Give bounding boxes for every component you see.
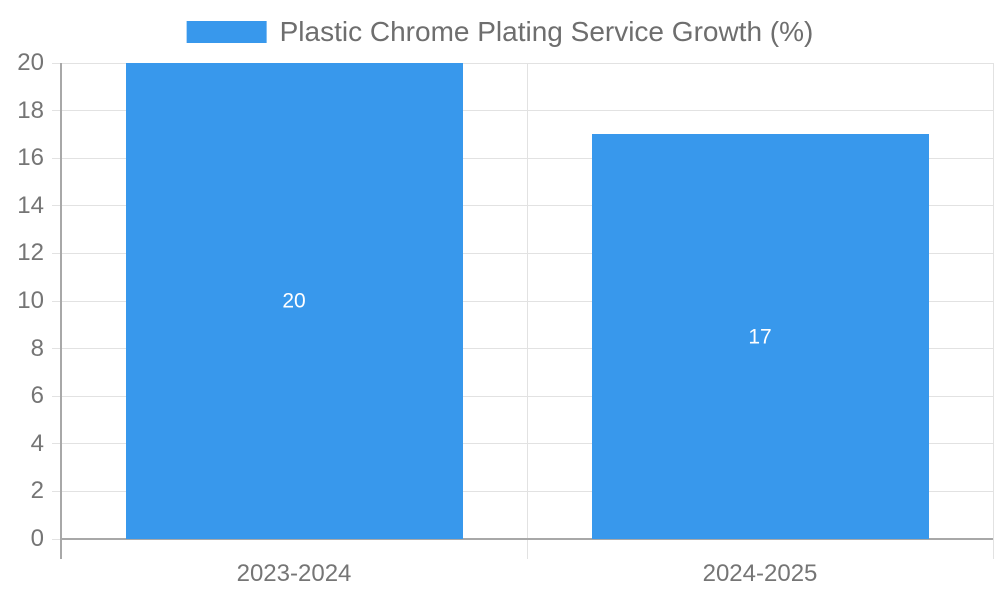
y-axis-tick [52,348,61,350]
bar-value-label: 17 [748,325,772,349]
y-axis-tick-label: 14 [17,191,44,219]
x-axis-category-label: 2023-2024 [236,560,352,587]
y-axis-tick [52,443,61,445]
x-gridline [526,63,528,559]
y-axis-tick-label: 18 [17,96,44,124]
y-axis-tick [52,110,61,112]
y-axis-tick [52,395,61,397]
x-gridline [992,63,994,559]
legend-label: Plastic Chrome Plating Service Growth (%… [279,16,814,47]
y-axis-tick-label: 16 [17,144,44,172]
y-axis-tick-label: 0 [30,525,44,552]
y-axis-tick-label: 12 [17,239,44,267]
y-axis-tick-label: 10 [17,287,44,314]
y-axis-tick-label: 8 [30,334,44,362]
bar-2024-2025[interactable] [592,134,929,539]
legend-swatch-icon [186,21,267,43]
y-axis-tick [52,300,61,302]
x-axis-category-label: 2024-2025 [702,560,818,587]
y-axis-tick [52,62,61,64]
y-axis-tick-label: 4 [30,429,44,457]
y-axis-tick [52,490,61,492]
y-axis-tick [52,205,61,207]
y-axis-tick-label: 20 [17,49,44,76]
y-axis-tick-label: 6 [30,382,44,410]
x-axis-line [61,538,993,540]
y-axis-tick [52,252,61,254]
y-axis-tick [52,538,61,540]
bar-value-label: 20 [282,289,306,313]
bar-2023-2024[interactable] [126,63,463,539]
y-axis-tick-label: 2 [30,477,44,505]
y-axis-line [60,63,62,559]
chart-legend[interactable]: Plastic Chrome Plating Service Growth (%… [186,16,814,47]
y-axis-tick [52,157,61,159]
